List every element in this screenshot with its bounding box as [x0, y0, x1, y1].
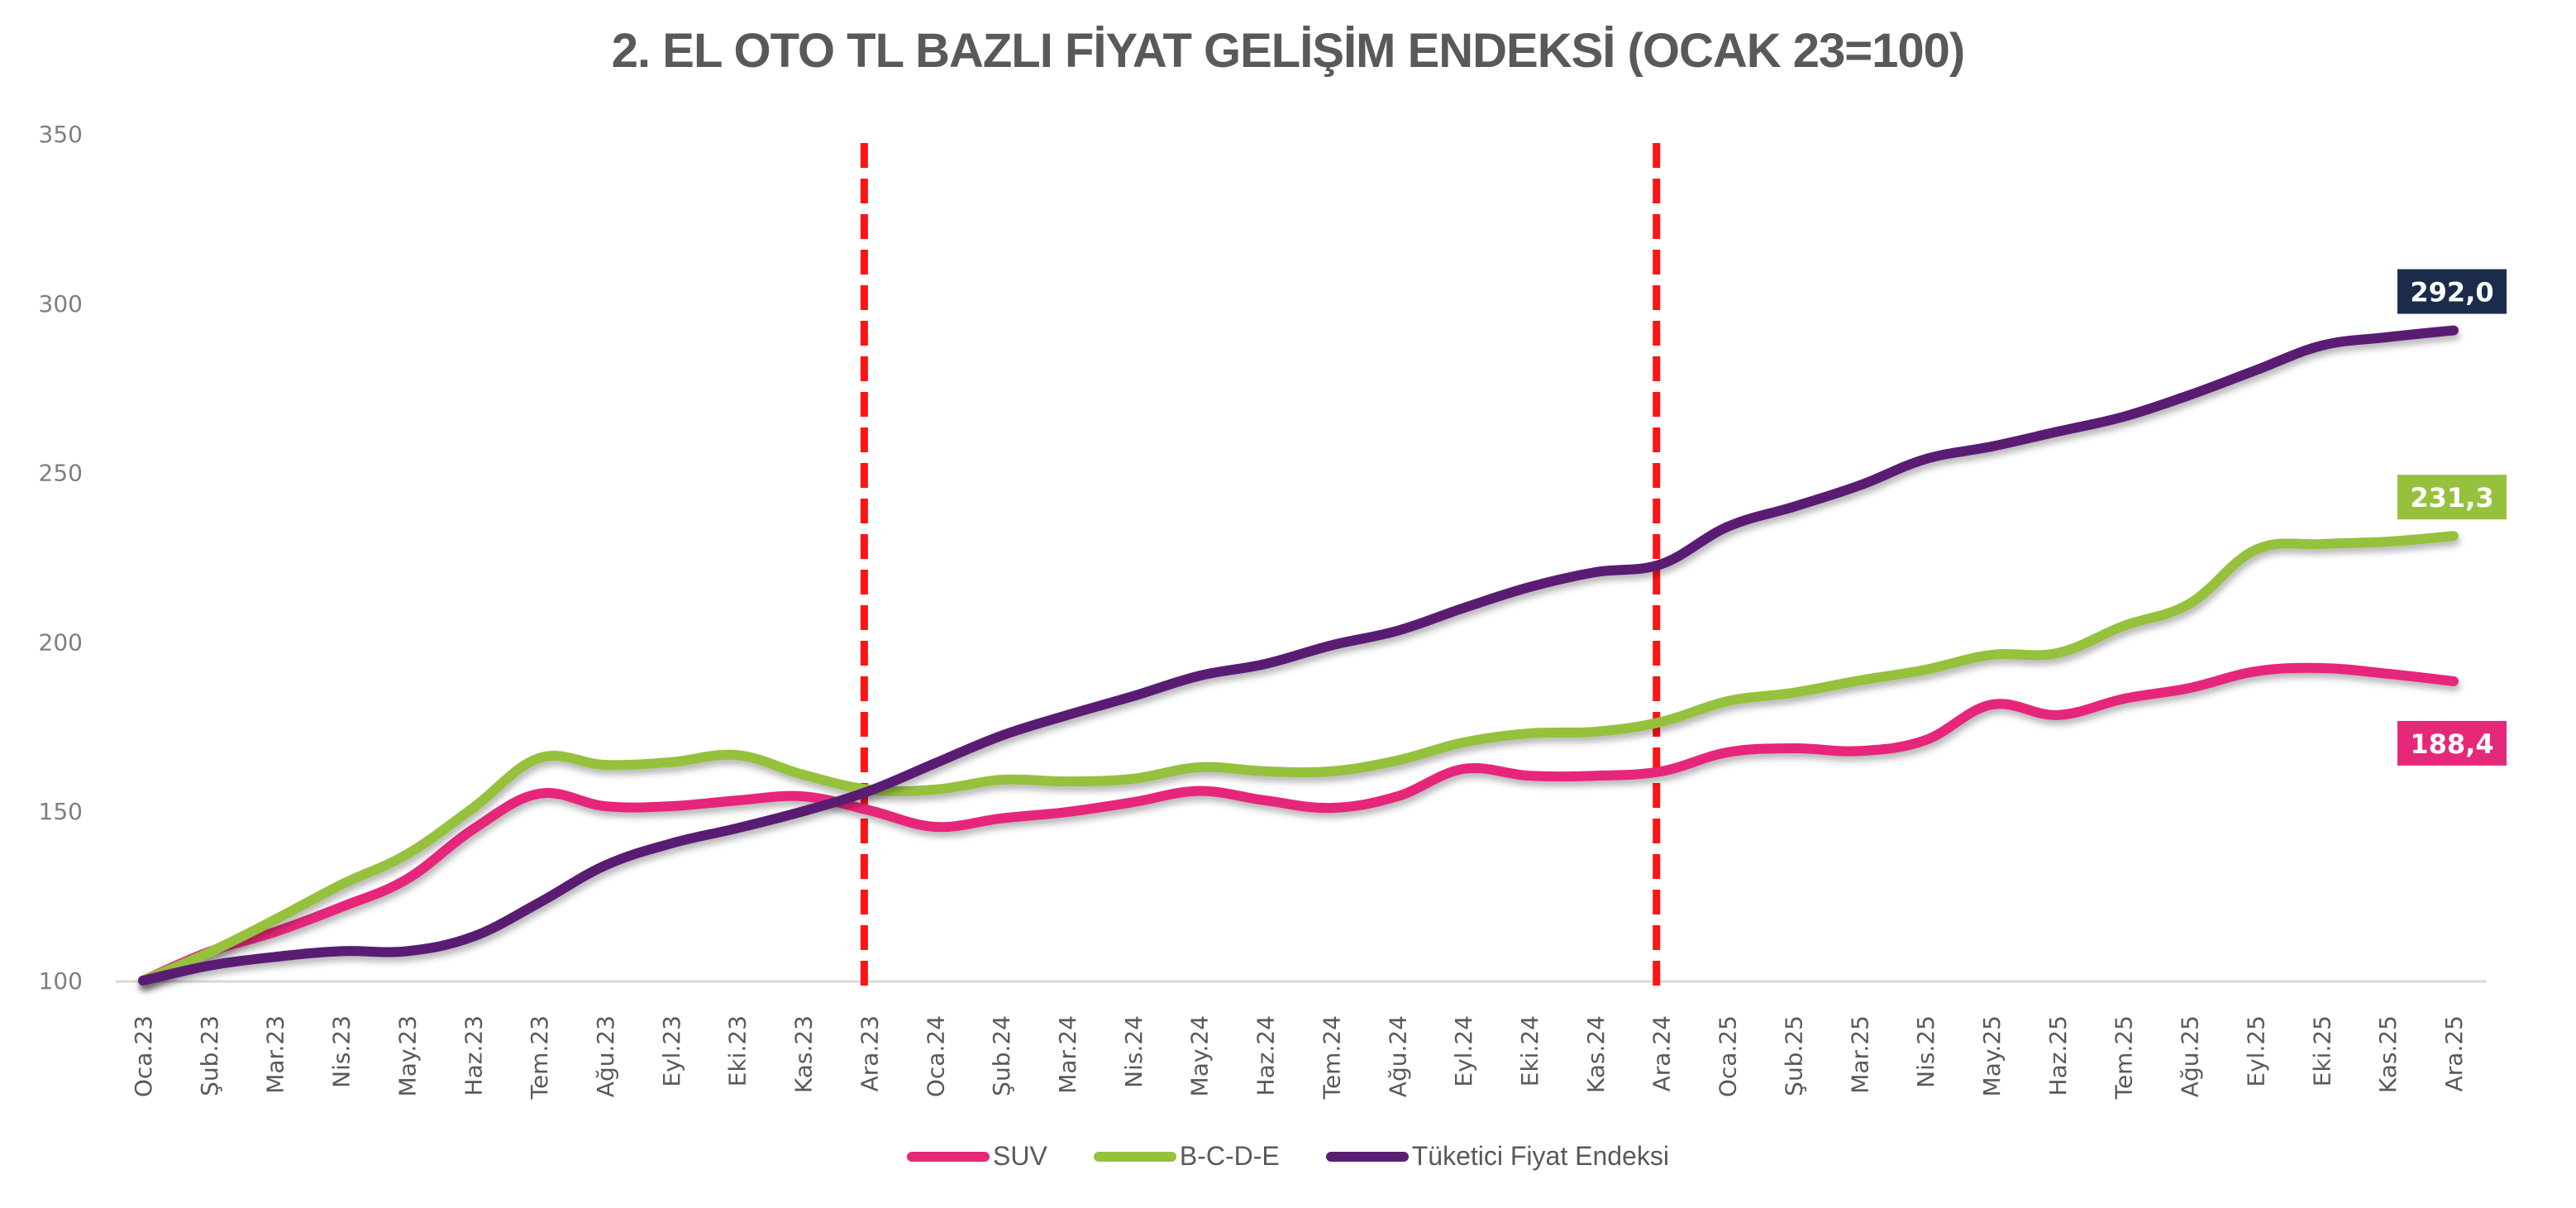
svg-text:231,3: 231,3 [2410, 482, 2493, 513]
x-tick-label: Kas.23 [790, 1015, 818, 1093]
legend-item-suv: SUV [907, 1141, 1047, 1172]
x-tick-label: Eyl.25 [2242, 1015, 2269, 1087]
x-tick-label: Şub.24 [988, 1015, 1015, 1096]
y-tick-label: 200 [39, 628, 83, 656]
x-tick-label: Tem.23 [526, 1015, 553, 1100]
legend-swatch-tufe [1325, 1151, 1409, 1162]
svg-text:188,4: 188,4 [2410, 728, 2493, 760]
x-tick-label: Nis.24 [1120, 1015, 1147, 1088]
x-tick-label: Oca.23 [130, 1015, 157, 1097]
y-tick-label: 300 [39, 290, 83, 318]
x-tick-label: Nis.25 [1912, 1015, 1939, 1088]
x-tick-label: Eyl.24 [1450, 1015, 1477, 1087]
legend-swatch-suv [907, 1151, 990, 1162]
x-tick-label: Mar.23 [262, 1015, 289, 1094]
x-tick-label: Şub.23 [196, 1015, 223, 1096]
series-lines [138, 325, 2459, 986]
x-tick-label: Nis.23 [328, 1015, 355, 1088]
legend-swatch-bcde [1093, 1151, 1176, 1162]
series-line-suv [138, 662, 2459, 986]
x-tick-label: Mar.24 [1054, 1015, 1081, 1094]
x-tick-label: Haz.23 [460, 1015, 487, 1096]
x-tick-label: Tem.24 [1318, 1015, 1345, 1100]
x-tick-label: Eki.23 [724, 1015, 751, 1086]
x-tick-label: May.25 [1978, 1015, 2006, 1096]
x-tick-label: Haz.24 [1252, 1015, 1280, 1096]
legend-label-tufe: Tüketici Fiyat Endeksi [1411, 1141, 1669, 1171]
x-tick-label: Ara.24 [1648, 1015, 1676, 1091]
x-tick-label: May.24 [1186, 1015, 1214, 1096]
chart-title: 2. EL OTO TL BAZLI FİYAT GELİŞİM ENDEKSİ… [611, 24, 1965, 78]
x-tick-label: Kas.24 [1582, 1015, 1610, 1093]
end-label-suv: 188,4 [2397, 720, 2507, 766]
x-tick-label: Ağu.23 [592, 1015, 619, 1097]
x-tick-label: Tem.25 [2111, 1015, 2138, 1100]
series-line-b-c-d-e [138, 531, 2459, 986]
end-label-t-ketici-fiyat-endeksi: 292,0 [2397, 269, 2507, 314]
y-tick-label: 250 [39, 460, 83, 487]
x-tick-label: Mar.25 [1846, 1015, 1873, 1094]
y-tick-label: 150 [39, 798, 83, 825]
x-tick-label: Şub.25 [1780, 1015, 1807, 1096]
legend: SUV B-C-D-E Tüketici Fiyat Endeksi [0, 1141, 2576, 1172]
x-tick-label: Eyl.23 [658, 1015, 685, 1087]
x-tick-label: Eki.25 [2308, 1015, 2335, 1086]
legend-label-bcde: B-C-D-E [1179, 1141, 1280, 1171]
end-value-labels: 188,4 231,3 292,0 [2397, 269, 2507, 766]
x-tick-label: Oca.24 [922, 1015, 949, 1097]
x-tick-label: May.23 [394, 1015, 421, 1096]
legend-item-bcde: B-C-D-E [1093, 1141, 1280, 1172]
end-label-b-c-d-e: 231,3 [2397, 475, 2507, 520]
legend-label-suv: SUV [993, 1141, 1047, 1171]
x-axis: Oca.23 Şub.23 Mar.23 Nis.23 May.23 Haz.23 Tem.… [130, 1015, 2468, 1100]
y-tick-label: 350 [39, 121, 83, 148]
legend-item-tufe: Tüketici Fiyat Endeksi [1325, 1141, 1669, 1172]
x-tick-label: Ara.23 [856, 1015, 883, 1091]
x-tick-label: Ağu.25 [2177, 1015, 2204, 1097]
y-axis: 100 150 200 250 300 350 [39, 121, 83, 995]
x-tick-label: Kas.25 [2374, 1015, 2402, 1093]
x-tick-label: Oca.25 [1715, 1015, 1742, 1097]
y-tick-label: 100 [39, 967, 83, 995]
x-tick-label: Haz.25 [2044, 1015, 2072, 1096]
reference-lines [860, 143, 1661, 992]
svg-text:292,0: 292,0 [2410, 277, 2493, 308]
x-tick-label: Ağu.24 [1384, 1015, 1411, 1097]
x-tick-label: Ara.25 [2440, 1015, 2468, 1091]
x-tick-label: Eki.24 [1516, 1015, 1543, 1086]
series-line-t-ketici-fiyat-endeksi [138, 325, 2459, 986]
